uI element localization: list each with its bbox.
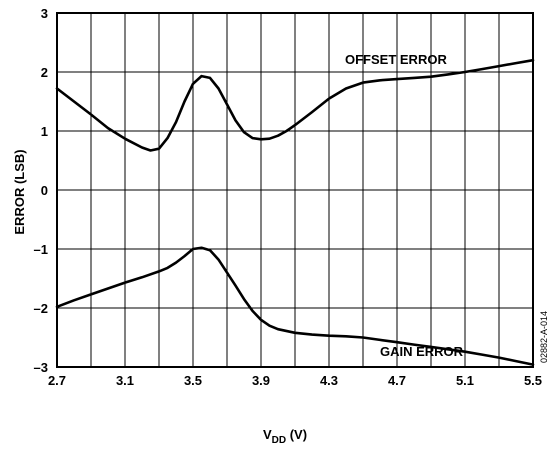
x-tick-labels: 2.7 3.1 3.5 3.9 4.3 4.7 5.1 5.5 [48,373,542,388]
y-axis-title: ERROR (LSB) [12,149,27,234]
x-tick-label: 2.7 [48,373,66,388]
x-tick-label: 3.1 [116,373,134,388]
x-tick-label: 5.1 [456,373,474,388]
gain-error-label: GAIN ERROR [380,344,464,359]
plot-frame [56,12,534,368]
y-tick-label: –1 [34,242,48,257]
y-tick-label: –2 [34,301,48,316]
x-axis-title-main: V [263,427,272,442]
series-lines [55,58,535,366]
y-tick-label: 0 [41,183,48,198]
x-axis-title-unit: (V) [286,427,307,442]
x-tick-label: 3.9 [252,373,270,388]
x-tick-label: 4.3 [320,373,338,388]
x-axis-title: VDD (V) [263,427,307,446]
document-id: 02882-A-014 [539,311,549,363]
y-tick-label: 2 [41,65,48,80]
gain-error-line [55,246,535,366]
x-axis-title-subscript: DD [272,435,286,446]
x-tick-label: 5.5 [524,373,542,388]
grid [57,13,533,367]
offset-error-line [55,58,535,152]
y-tick-label: –3 [34,360,48,375]
x-tick-label: 4.7 [388,373,406,388]
y-tick-label: 1 [41,124,48,139]
x-tick-label: 3.5 [184,373,202,388]
offset-error-label: OFFSET ERROR [345,52,447,67]
y-tick-label: 3 [41,6,48,21]
y-tick-labels: –3 –2 –1 0 1 2 3 [34,6,48,375]
